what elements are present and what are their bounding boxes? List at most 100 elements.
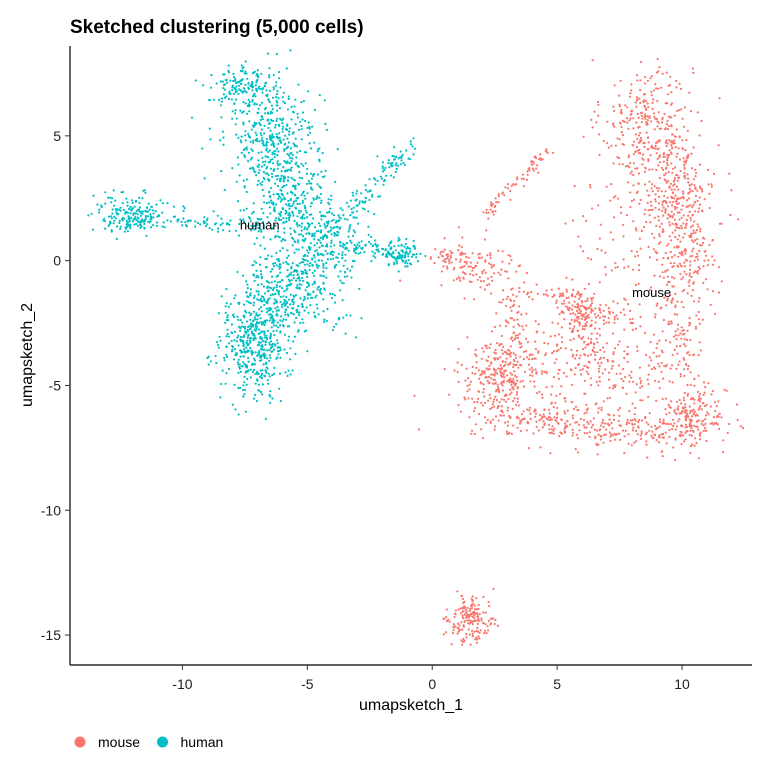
point-mouse	[676, 400, 679, 403]
point-human	[347, 205, 350, 208]
point-mouse	[462, 640, 465, 643]
point-mouse	[662, 420, 665, 423]
point-mouse	[479, 629, 482, 632]
point-mouse	[574, 313, 577, 316]
point-human	[230, 339, 233, 343]
point-mouse	[661, 436, 664, 439]
point-mouse	[657, 140, 660, 143]
point-mouse	[692, 178, 696, 181]
point-mouse	[515, 183, 518, 186]
point-human	[254, 372, 257, 375]
point-human	[207, 363, 210, 366]
point-mouse	[675, 173, 678, 176]
point-mouse	[563, 299, 566, 302]
point-human	[204, 224, 207, 228]
point-human	[263, 333, 266, 336]
point-human	[112, 222, 115, 225]
point-mouse	[490, 263, 493, 266]
point-mouse	[584, 346, 587, 349]
point-mouse	[492, 272, 496, 275]
point-mouse	[461, 598, 465, 601]
point-mouse	[555, 344, 559, 347]
point-mouse	[612, 105, 615, 108]
point-mouse	[688, 268, 692, 271]
point-mouse	[649, 341, 652, 344]
point-mouse	[688, 210, 691, 213]
point-mouse	[660, 349, 663, 352]
point-mouse	[691, 429, 694, 432]
point-mouse	[558, 313, 561, 316]
point-mouse	[572, 288, 575, 292]
point-human	[275, 217, 278, 220]
point-human	[204, 221, 207, 224]
point-mouse	[610, 144, 613, 147]
point-mouse	[437, 256, 440, 259]
point-human	[276, 109, 279, 112]
point-mouse	[518, 305, 521, 308]
point-mouse	[565, 362, 569, 365]
point-mouse	[444, 261, 447, 264]
point-human	[273, 280, 276, 283]
point-human	[245, 370, 248, 373]
point-mouse	[603, 350, 606, 353]
point-human	[107, 215, 111, 218]
point-human	[393, 245, 396, 248]
point-human	[300, 270, 303, 273]
point-mouse	[571, 294, 574, 298]
point-mouse	[587, 257, 590, 260]
point-human	[364, 188, 368, 192]
point-mouse	[677, 420, 680, 423]
point-mouse	[694, 194, 698, 198]
point-human	[299, 297, 302, 300]
point-human	[375, 244, 378, 247]
point-human	[231, 89, 234, 92]
point-mouse	[675, 345, 678, 348]
point-human	[381, 167, 384, 170]
point-mouse	[611, 434, 614, 437]
point-mouse	[658, 235, 661, 238]
point-human	[264, 172, 267, 175]
point-mouse	[457, 608, 460, 611]
point-mouse	[638, 303, 641, 306]
point-human	[391, 154, 394, 158]
point-mouse	[452, 623, 456, 626]
point-human	[364, 197, 367, 200]
point-human	[295, 197, 298, 200]
point-mouse	[463, 613, 467, 616]
point-mouse	[669, 367, 672, 370]
point-mouse	[628, 422, 631, 425]
point-human	[363, 250, 366, 254]
point-human	[344, 332, 347, 335]
point-mouse	[680, 216, 683, 219]
point-human	[308, 125, 311, 129]
point-mouse	[634, 150, 637, 153]
point-human	[325, 243, 329, 246]
point-mouse	[655, 141, 658, 144]
point-human	[292, 298, 295, 301]
point-mouse	[603, 433, 606, 437]
point-mouse	[477, 397, 480, 400]
point-mouse	[664, 431, 667, 434]
point-human	[304, 226, 307, 229]
point-mouse	[590, 332, 593, 335]
point-human	[234, 88, 237, 91]
point-mouse	[665, 102, 669, 105]
point-mouse	[598, 380, 602, 383]
point-mouse	[482, 391, 485, 394]
point-human	[231, 403, 234, 406]
point-human	[293, 105, 296, 108]
point-mouse	[550, 393, 553, 396]
point-mouse	[572, 312, 575, 315]
point-mouse	[673, 218, 677, 221]
point-human	[126, 225, 129, 228]
point-human	[307, 225, 311, 228]
point-mouse	[500, 343, 503, 346]
point-mouse	[632, 426, 635, 429]
point-mouse	[675, 245, 678, 248]
point-human	[401, 260, 404, 263]
point-mouse	[697, 374, 700, 377]
point-human	[290, 118, 293, 121]
point-human	[397, 255, 400, 258]
point-human	[176, 220, 179, 223]
point-mouse	[530, 291, 533, 294]
